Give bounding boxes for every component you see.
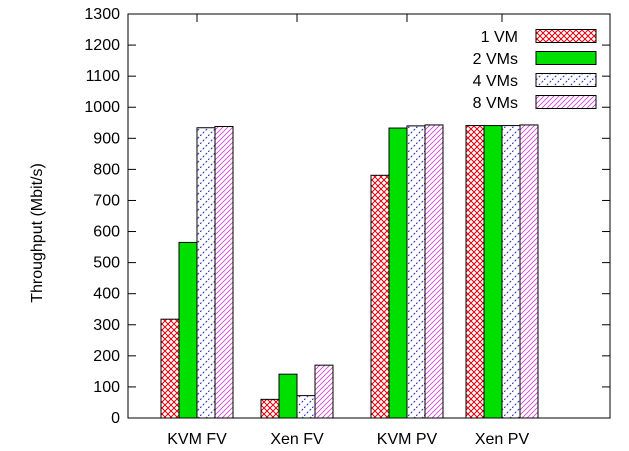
legend-label: 8 VMs — [473, 95, 518, 112]
legend: 1 VM 2 VMs 4 VMs 8 VMs — [473, 29, 597, 112]
bar-4-vms-kvm-fv — [196, 127, 216, 419]
bar-2-vms-xen-fv — [278, 373, 298, 419]
bar-8-vms-xen-fv — [314, 364, 334, 419]
y-tick-label: 400 — [93, 286, 120, 303]
legend-swatch — [535, 29, 597, 43]
plot-frame — [127, 13, 611, 419]
y-tick-label: 500 — [93, 255, 120, 272]
bar-8-vms-xen-pv — [519, 124, 539, 419]
bar-4-vms-xen-pv — [501, 125, 521, 419]
y-axis-label: Throughput (Mbit/s) — [29, 163, 46, 303]
y-tick-label: 200 — [93, 348, 120, 365]
y-tick-label: 1300 — [84, 6, 120, 23]
legend-swatch — [535, 73, 597, 87]
y-tick-label: 1200 — [84, 37, 120, 54]
bar-1-vm-xen-fv — [260, 398, 280, 419]
legend-label: 2 VMs — [473, 51, 518, 68]
y-tick-label: 600 — [93, 224, 120, 241]
y-tick-label: 1000 — [84, 99, 120, 116]
bar-4-vms-kvm-pv — [406, 125, 426, 419]
plot-border — [127, 13, 611, 419]
bar-2-vms-xen-pv — [483, 125, 503, 419]
y-tick-label: 1100 — [86, 68, 121, 85]
y-tick-label: 900 — [93, 130, 120, 147]
bar-8-vms-kvm-pv — [424, 124, 444, 419]
y-tick-label: 0 — [111, 410, 120, 427]
legend-label: 1 VM — [481, 29, 518, 46]
legend-swatch — [535, 51, 597, 65]
y-tick-label: 800 — [93, 161, 120, 178]
y-tick-label: 100 — [93, 379, 120, 396]
bars — [160, 124, 539, 419]
y-tick-label: 300 — [93, 317, 120, 334]
x-axis: KVM FV Xen FV KVM PV Xen PV — [167, 14, 529, 448]
bar-4-vms-xen-fv — [296, 395, 316, 419]
bar-1-vm-kvm-fv — [160, 318, 180, 419]
bar-1-vm-xen-pv — [465, 125, 485, 419]
x-tick-label: Xen PV — [475, 431, 530, 448]
bar-2-vms-kvm-fv — [178, 241, 198, 419]
legend-swatch — [535, 95, 597, 109]
y-tick-label: 700 — [93, 192, 120, 209]
x-tick-label: KVM FV — [167, 431, 227, 448]
bar-1-vm-kvm-pv — [370, 174, 390, 419]
bar-8-vms-kvm-fv — [214, 125, 234, 419]
legend-label: 4 VMs — [473, 73, 518, 90]
bar-2-vms-kvm-pv — [388, 127, 408, 419]
y-axis: 0 100 200 300 400 500 600 700 800 900 1000 1100 1200… — [84, 6, 610, 427]
x-tick-label: KVM PV — [377, 431, 438, 448]
x-tick-label: Xen FV — [270, 431, 324, 448]
